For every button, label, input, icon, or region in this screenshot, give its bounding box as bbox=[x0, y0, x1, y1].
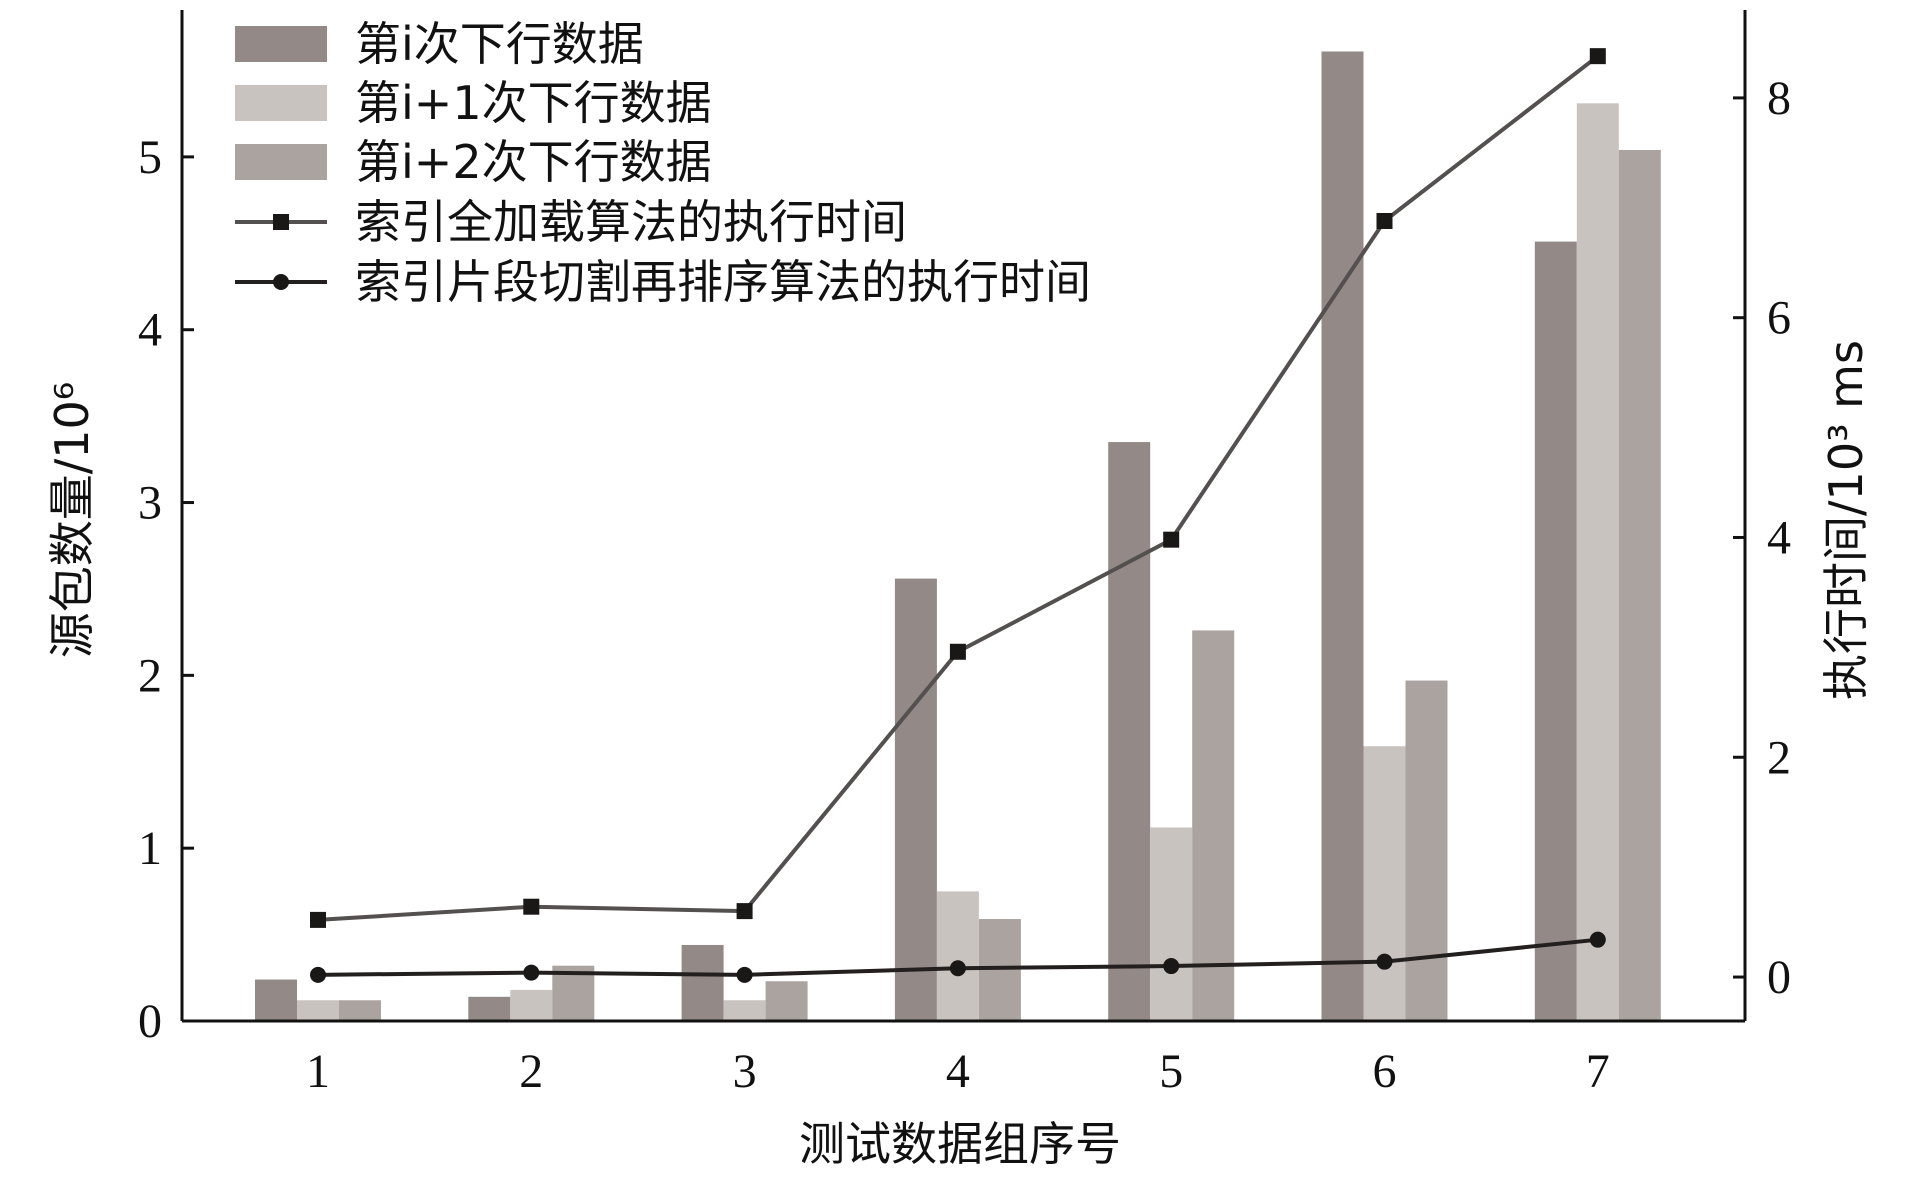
bar-s1-c4 bbox=[894, 578, 937, 1021]
line-s2-point-6 bbox=[1376, 953, 1393, 970]
bars-layer bbox=[255, 51, 1661, 1022]
line-s2-point-2 bbox=[523, 964, 540, 981]
bar-s3-c5 bbox=[1192, 630, 1235, 1021]
line-s1-point-2 bbox=[523, 898, 540, 915]
legend: 第i次下行数据第i+1次下行数据第i+2次下行数据索引全加载算法的执行时间索引片… bbox=[235, 17, 1091, 309]
bar-s1-c2 bbox=[468, 996, 511, 1021]
bar-s2-c1 bbox=[297, 1000, 339, 1021]
line-s1-point-5 bbox=[1163, 531, 1180, 548]
right-axis-tick-label: 6 bbox=[1767, 292, 1791, 345]
line-s2-point-1 bbox=[310, 966, 326, 983]
x-axis-tick-label: 3 bbox=[733, 1045, 757, 1098]
legend-label-bar-2: 第i+1次下行数据 bbox=[355, 76, 712, 130]
bar-s1-c3 bbox=[681, 944, 724, 1021]
bar-s2-c6 bbox=[1363, 746, 1406, 1021]
bar-s2-c5 bbox=[1150, 827, 1193, 1021]
bar-s1-c5 bbox=[1108, 442, 1151, 1021]
x-axis-tick-label: 6 bbox=[1373, 1045, 1397, 1098]
bar-s1-c6 bbox=[1321, 51, 1364, 1021]
right-axis-title: 执行时间/10³ ms bbox=[1819, 340, 1873, 700]
bar-s3-c7 bbox=[1618, 149, 1661, 1021]
axes-layer: 0 1 2 3 4 5 0 2 4 6 8 1 2 3 4 5 6 7 bbox=[138, 10, 1791, 1098]
bar-s2-c7 bbox=[1576, 103, 1619, 1022]
x-axis-tick-label: 4 bbox=[946, 1045, 970, 1098]
legend-label-bar-3: 第i+2次下行数据 bbox=[355, 135, 712, 189]
bar-s3-c4 bbox=[978, 919, 1021, 1021]
line-s2-point-4 bbox=[949, 960, 966, 977]
bar-s3-c1 bbox=[339, 1000, 381, 1021]
left-axis-tick-label: 5 bbox=[138, 131, 162, 184]
left-axis-title: 源包数量/10⁶ bbox=[45, 382, 99, 658]
line-s1-point-1 bbox=[310, 911, 326, 928]
line-s1-point-4 bbox=[949, 643, 966, 660]
left-axis-tick-label: 4 bbox=[138, 304, 162, 357]
legend-swatch-bar-3 bbox=[235, 144, 327, 180]
legend-label-bar-1: 第i次下行数据 bbox=[355, 17, 644, 71]
line-s1-point-6 bbox=[1376, 212, 1393, 229]
bar-s2-c2 bbox=[510, 989, 553, 1021]
line-s1-point-7 bbox=[1589, 48, 1606, 65]
legend-marker-circle bbox=[273, 274, 289, 290]
bar-s1-c1 bbox=[255, 979, 297, 1021]
bar-s1-c7 bbox=[1534, 241, 1577, 1022]
x-axis-tick-label: 1 bbox=[306, 1045, 330, 1098]
legend-label-line-2: 索引片段切割再排序算法的执行时间 bbox=[355, 255, 1091, 309]
legend-swatch-bar-1 bbox=[235, 26, 327, 62]
line-s2-point-5 bbox=[1163, 958, 1180, 975]
bar-s2-c3 bbox=[723, 1000, 766, 1021]
bar-s3-c6 bbox=[1405, 680, 1448, 1021]
right-axis-tick-label: 2 bbox=[1767, 731, 1791, 784]
right-axis-tick-label: 4 bbox=[1767, 511, 1791, 564]
line-s2-point-3 bbox=[736, 966, 753, 983]
left-axis-tick-label: 3 bbox=[138, 477, 162, 530]
line-s2-point-7 bbox=[1589, 931, 1606, 948]
legend-swatch-bar-2 bbox=[235, 85, 327, 121]
legend-label-line-1: 索引全加载算法的执行时间 bbox=[355, 195, 907, 249]
right-axis-tick-label: 8 bbox=[1767, 72, 1791, 125]
x-axis-tick-label: 2 bbox=[519, 1045, 543, 1098]
bar-s3-c3 bbox=[765, 981, 808, 1021]
x-axis-title: 测试数据组序号 bbox=[799, 1117, 1121, 1171]
line-s1-point-3 bbox=[736, 903, 753, 920]
left-axis-tick-label: 1 bbox=[138, 822, 162, 875]
left-axis-tick-label: 2 bbox=[138, 649, 162, 702]
lines-layer bbox=[310, 48, 1606, 983]
x-axis-tick-label: 5 bbox=[1159, 1045, 1183, 1098]
left-axis-tick-label: 0 bbox=[138, 995, 162, 1048]
x-axis-tick-label: 7 bbox=[1586, 1045, 1610, 1098]
bar-s2-c4 bbox=[936, 891, 979, 1021]
right-axis-tick-label: 0 bbox=[1767, 951, 1791, 1004]
legend-marker-square bbox=[273, 214, 289, 230]
